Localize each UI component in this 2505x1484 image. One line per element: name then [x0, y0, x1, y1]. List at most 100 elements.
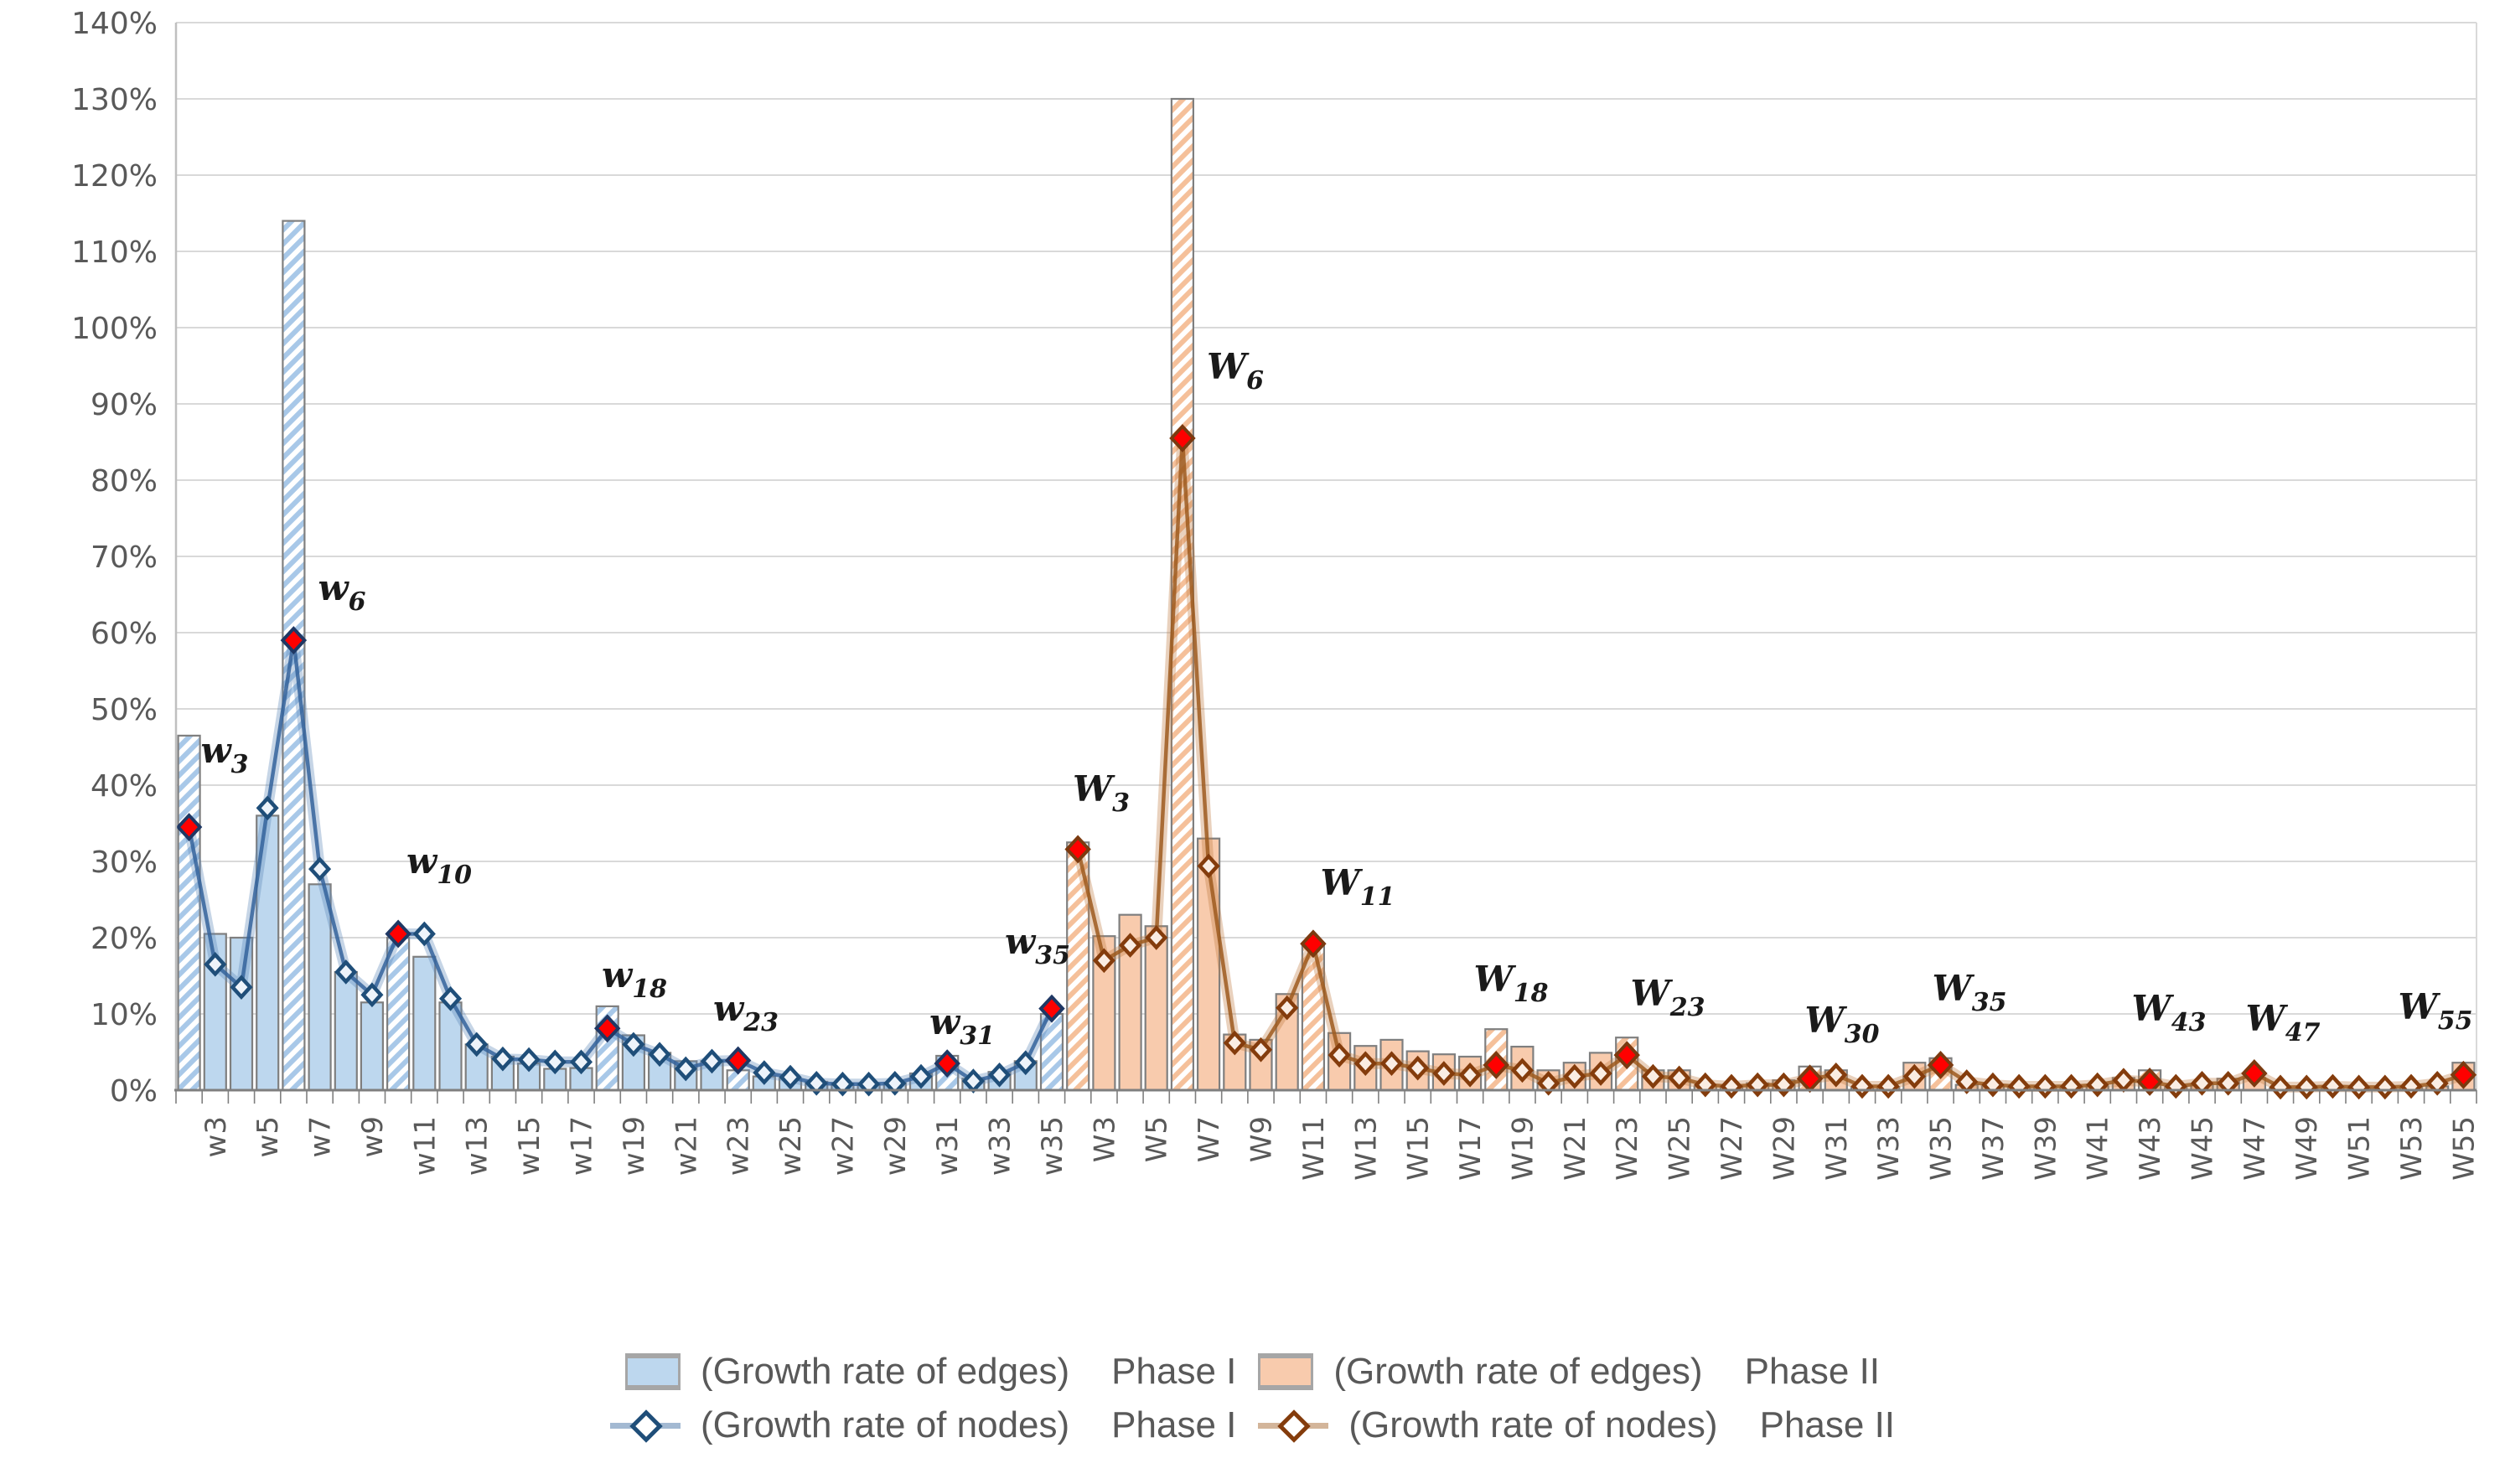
svg-text:w17: w17	[566, 1116, 599, 1176]
svg-text:w18: w18	[602, 954, 667, 1004]
svg-text:W43: W43	[2134, 1116, 2167, 1181]
svg-text:w3: w3	[200, 730, 248, 779]
legend-phase-nodes-phase1: Phase I	[1111, 1404, 1237, 1445]
svg-text:W30: W30	[1805, 1000, 1880, 1049]
svg-text:130%: 130%	[71, 83, 158, 117]
svg-text:W5: W5	[1141, 1116, 1174, 1162]
svg-text:120%: 120%	[71, 159, 158, 194]
markers-phase-ii	[1064, 424, 2477, 1100]
svg-text:W23: W23	[1631, 973, 1705, 1022]
svg-text:W6: W6	[1207, 346, 1264, 396]
svg-text:W11: W11	[1321, 862, 1395, 912]
svg-text:W47: W47	[2238, 1116, 2272, 1181]
svg-text:W49: W49	[2290, 1116, 2324, 1181]
svg-text:W33: W33	[1872, 1116, 1906, 1181]
svg-text:w31: w31	[929, 1001, 995, 1051]
svg-text:w23: w23	[722, 1116, 756, 1176]
x-axis-labels: w3 w5 w7 w9 w11 w13 w15 w17 w19 w21 w23 w25 w27 w29 w3…	[199, 1116, 2482, 1181]
svg-text:50%: 50%	[91, 693, 158, 727]
svg-text:w5: w5	[251, 1116, 285, 1157]
nodes-phase1-marker-icon	[609, 1405, 681, 1445]
svg-text:W18: W18	[1474, 959, 1549, 1008]
legend-item-edges-phase1: (Growth rate of edges) Phase I	[624, 1351, 1237, 1393]
legend-phase-nodes-phase2: Phase II	[1759, 1404, 1896, 1445]
legend-row-edges: (Growth rate of edges) Phase I (Growth r…	[624, 1351, 1880, 1393]
svg-text:w35: w35	[1036, 1116, 1069, 1176]
y-axis-labels: 0% 10% 20% 30% 40% 50% 60% 70% 80% 90% 100% 110% 120…	[71, 7, 158, 1109]
svg-text:w25: w25	[774, 1116, 808, 1176]
legend-label-nodes-phase2: (Growth rate of nodes)	[1348, 1404, 1718, 1445]
legend-row-nodes: (Growth rate of nodes) Phase I (Growth r…	[609, 1404, 1895, 1446]
svg-text:w35: w35	[1005, 921, 1070, 970]
svg-text:w9: w9	[356, 1116, 390, 1157]
legend-item-edges-phase2: (Growth rate of edges) Phase II	[1258, 1351, 1880, 1393]
svg-text:140%: 140%	[71, 7, 158, 41]
svg-text:30%: 30%	[91, 845, 158, 880]
markers-phase-i	[175, 626, 1065, 1097]
svg-text:w29: w29	[879, 1116, 913, 1176]
svg-text:70%: 70%	[91, 540, 158, 575]
legend-item-nodes-phase2: (Growth rate of nodes) Phase II	[1258, 1404, 1895, 1446]
svg-text:w15: w15	[513, 1116, 546, 1176]
svg-text:W17: W17	[1454, 1116, 1488, 1181]
svg-text:W55: W55	[2447, 1116, 2481, 1181]
svg-text:w3: w3	[199, 1116, 233, 1157]
bars-phase-ii	[1066, 97, 2476, 1092]
svg-text:W7: W7	[1193, 1116, 1226, 1162]
axes	[174, 23, 2477, 1104]
legend: (Growth rate of edges) Phase I (Growth r…	[0, 1351, 2505, 1446]
svg-text:W13: W13	[1349, 1116, 1383, 1181]
gridlines	[176, 22, 2477, 1090]
svg-text:W19: W19	[1506, 1116, 1540, 1181]
legend-phase-edges-phase1: Phase I	[1111, 1351, 1237, 1392]
legend-item-nodes-phase1: (Growth rate of nodes) Phase I	[609, 1404, 1237, 1446]
nodes-phase2-marker-icon	[1258, 1405, 1329, 1445]
svg-text:W51: W51	[2343, 1116, 2377, 1181]
line-phase-i	[184, 634, 1057, 1090]
svg-text:w21: w21	[670, 1116, 703, 1176]
svg-text:W11: W11	[1297, 1116, 1331, 1181]
svg-text:60%: 60%	[91, 617, 158, 651]
svg-text:W53: W53	[2395, 1116, 2429, 1181]
svg-text:w33: w33	[984, 1116, 1017, 1176]
svg-text:w11: w11	[408, 1116, 442, 1176]
svg-text:W27: W27	[1716, 1116, 1749, 1181]
svg-text:W29: W29	[1767, 1116, 1801, 1181]
svg-text:W35: W35	[1933, 968, 2007, 1017]
svg-text:W39: W39	[2029, 1116, 2062, 1181]
svg-text:w31: w31	[931, 1116, 965, 1176]
svg-text:W43: W43	[2132, 988, 2207, 1037]
svg-text:w27: w27	[826, 1116, 860, 1176]
svg-text:W31: W31	[1820, 1116, 1854, 1181]
svg-text:W41: W41	[2082, 1116, 2115, 1181]
svg-text:w19: w19	[618, 1116, 651, 1176]
edges-phase1-swatch-icon	[624, 1353, 681, 1390]
svg-text:W23: W23	[1611, 1116, 1644, 1181]
legend-label-nodes-phase1: (Growth rate of nodes)	[700, 1404, 1070, 1445]
svg-text:W3: W3	[1088, 1116, 1121, 1162]
svg-text:20%: 20%	[91, 922, 158, 956]
svg-text:80%: 80%	[91, 464, 158, 499]
svg-text:W15: W15	[1402, 1116, 1436, 1181]
svg-text:W47: W47	[2246, 998, 2321, 1047]
svg-text:W3: W3	[1073, 768, 1130, 818]
svg-text:90%: 90%	[91, 388, 158, 422]
legend-phase-edges-phase2: Phase II	[1744, 1351, 1881, 1392]
svg-text:40%: 40%	[91, 769, 158, 804]
svg-text:W55: W55	[2399, 986, 2473, 1036]
svg-text:W25: W25	[1664, 1116, 1697, 1181]
svg-text:w7: w7	[304, 1116, 338, 1157]
svg-text:W35: W35	[1925, 1116, 1959, 1181]
svg-text:W21: W21	[1559, 1116, 1592, 1181]
svg-text:W9: W9	[1245, 1116, 1279, 1162]
edges-phase2-swatch-icon	[1258, 1353, 1314, 1390]
svg-text:w23: w23	[713, 988, 779, 1037]
svg-text:w6: w6	[318, 567, 365, 617]
legend-label-edges-phase2: (Growth rate of edges)	[1333, 1351, 1703, 1392]
svg-text:w10: w10	[406, 840, 472, 890]
svg-text:10%: 10%	[91, 998, 158, 1032]
svg-text:0%: 0%	[110, 1074, 158, 1109]
svg-text:W37: W37	[1977, 1116, 2011, 1181]
